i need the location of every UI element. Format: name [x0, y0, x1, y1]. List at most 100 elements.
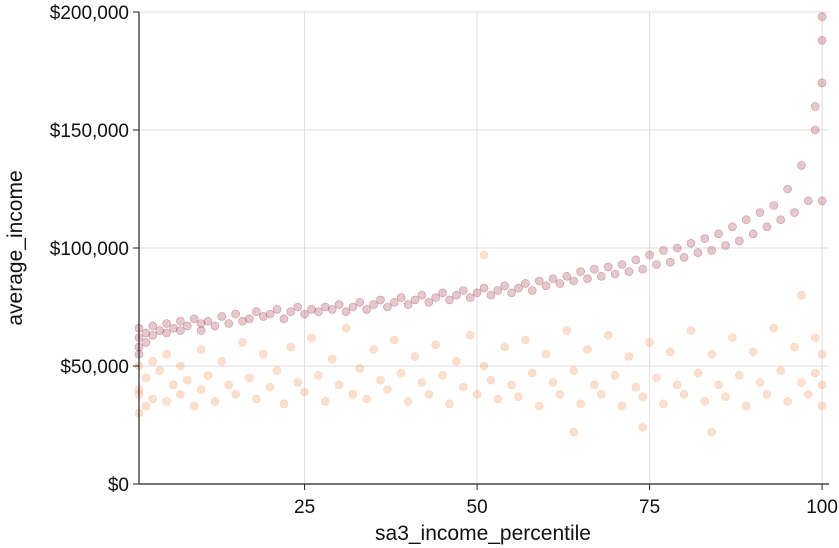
- data-point: [362, 394, 372, 404]
- data-point: [251, 394, 261, 404]
- data-point: [638, 423, 648, 432]
- data-point: [541, 281, 551, 291]
- data-point: [258, 349, 268, 359]
- data-point: [327, 354, 337, 364]
- data-point: [196, 319, 206, 328]
- x-axis-title: sa3_income_percentile: [375, 522, 591, 545]
- data-point: [596, 389, 606, 399]
- data-point: [431, 293, 441, 302]
- data-point: [679, 253, 689, 262]
- data-point: [258, 312, 268, 321]
- data-point: [665, 347, 675, 357]
- data-point: [169, 380, 178, 390]
- data-point: [314, 371, 323, 380]
- data-point: [238, 338, 247, 347]
- data-point: [790, 342, 799, 352]
- data-point: [762, 222, 772, 232]
- data-point: [652, 260, 661, 269]
- data-point: [355, 297, 365, 307]
- data-point: [817, 380, 827, 390]
- data-point: [686, 239, 696, 248]
- data-point: [583, 345, 592, 354]
- data-point: [659, 399, 668, 409]
- data-point: [762, 389, 772, 399]
- data-point: [521, 335, 530, 345]
- data-point: [797, 161, 806, 170]
- data-point: [286, 307, 296, 317]
- data-point: [424, 297, 434, 307]
- data-point: [500, 342, 510, 352]
- data-point: [645, 338, 654, 347]
- data-point: [769, 323, 779, 333]
- data-point: [797, 378, 806, 387]
- data-point: [445, 295, 454, 305]
- data-point: [162, 319, 171, 328]
- data-point: [686, 326, 696, 335]
- data-point: [383, 302, 392, 312]
- data-point: [155, 326, 164, 335]
- data-point: [783, 397, 792, 406]
- data-points: [134, 12, 827, 437]
- data-point: [279, 399, 289, 409]
- data-point: [583, 274, 592, 284]
- data-point: [417, 290, 427, 300]
- data-point: [245, 314, 254, 324]
- data-point: [389, 297, 399, 307]
- data-point: [693, 368, 703, 378]
- data-point: [300, 309, 309, 319]
- data-point: [472, 288, 482, 298]
- data-point: [141, 338, 151, 347]
- y-tick-label: $0: [108, 475, 129, 496]
- data-point: [314, 307, 323, 317]
- data-point: [741, 401, 751, 411]
- data-point: [438, 371, 447, 380]
- data-point: [231, 309, 240, 319]
- data-point: [707, 246, 717, 255]
- data-point: [617, 260, 627, 269]
- data-point: [348, 389, 358, 399]
- x-tick-label: 75: [639, 497, 660, 518]
- data-point: [403, 397, 413, 406]
- data-point: [376, 295, 385, 305]
- data-point: [672, 380, 682, 390]
- data-point: [148, 356, 158, 366]
- data-point: [210, 397, 220, 406]
- data-point: [610, 371, 620, 380]
- data-point: [817, 349, 827, 359]
- data-point: [341, 323, 351, 333]
- data-point: [238, 316, 247, 326]
- y-tick-label: $200,000: [50, 3, 129, 24]
- data-point: [624, 267, 634, 276]
- data-point: [693, 248, 703, 257]
- data-point: [293, 302, 303, 312]
- data-point: [817, 35, 827, 45]
- data-point: [534, 276, 544, 286]
- grid-lines: [139, 11, 829, 484]
- data-point: [493, 286, 503, 295]
- data-point: [541, 349, 551, 359]
- data-point: [396, 368, 406, 378]
- data-point: [424, 389, 434, 399]
- data-point: [790, 208, 799, 217]
- data-point: [141, 328, 151, 338]
- data-point: [603, 262, 613, 272]
- data-point: [810, 368, 820, 378]
- data-point: [755, 208, 765, 217]
- data-point: [776, 366, 786, 376]
- data-point: [638, 264, 648, 274]
- data-point: [472, 389, 482, 399]
- data-point: [817, 196, 827, 206]
- data-point: [631, 255, 641, 265]
- x-tick-label: 50: [467, 497, 488, 518]
- data-point: [265, 382, 275, 392]
- data-point: [307, 305, 316, 314]
- data-point: [355, 364, 365, 373]
- data-point: [224, 319, 233, 328]
- data-point: [803, 196, 813, 206]
- data-point: [431, 340, 441, 350]
- data-point: [590, 264, 599, 274]
- data-point: [465, 330, 475, 340]
- data-point: [617, 401, 627, 411]
- y-tick-label: $50,000: [60, 357, 129, 378]
